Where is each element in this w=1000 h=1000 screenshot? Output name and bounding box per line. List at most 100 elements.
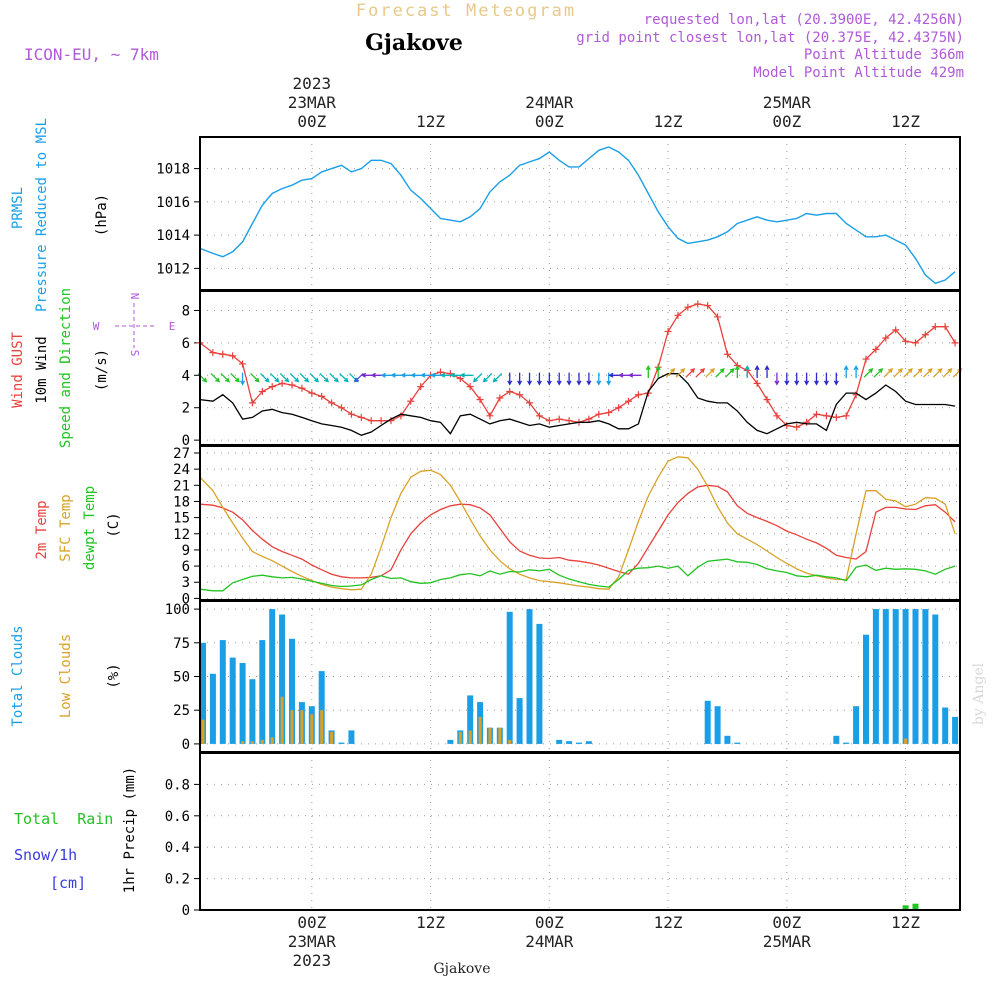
panel-precip: 0 0.2 0.4 0.6 0.8 [165, 752, 961, 919]
gust-marker [813, 410, 821, 418]
gust-marker [664, 328, 672, 336]
wind-direction-arrow [220, 372, 231, 383]
y-tick-label: 75 [173, 636, 190, 652]
gust-marker [446, 370, 454, 378]
wind-direction-arrow [744, 364, 750, 378]
gust-marker [436, 368, 444, 376]
y-tick-label: 0.2 [165, 872, 190, 888]
wind-direction-arrow [250, 372, 260, 383]
temp-unit: (C) [106, 512, 122, 537]
pressure-panel-labels: PRMSL Pressure Reduced to MSL (hPa) [10, 118, 110, 312]
wind-direction-arrow [319, 372, 329, 383]
panels: 1012101410161018024680369121518212427025… [156, 136, 963, 919]
wind-direction-arrow [913, 368, 923, 378]
wind-direction-arrow [942, 368, 953, 378]
gust-marker [842, 412, 850, 420]
wind-direction-arrow [734, 364, 740, 378]
wind-direction-arrow [645, 364, 651, 378]
wind-unit: (m/s) [94, 349, 110, 391]
gust-marker [911, 339, 919, 347]
y-tick-label: 9 [182, 543, 190, 559]
series-wind-gust [199, 303, 956, 428]
series-10m-wind [199, 373, 956, 437]
y-tick-label: 0 [182, 737, 190, 753]
temp-label-sfc: SFC Temp [58, 494, 74, 561]
gust-marker [476, 396, 484, 404]
y-tick-label: 15 [173, 511, 190, 527]
series-sfc-temp [199, 456, 956, 591]
gust-marker [377, 417, 385, 425]
gust-marker [219, 350, 227, 358]
bar-total-clouds [249, 679, 256, 744]
compass-rose: W E N S [93, 293, 176, 357]
wind-direction-arrow [903, 368, 913, 378]
bottom-time-label: 00Z [297, 913, 326, 932]
wind-direction-arrow [873, 368, 884, 378]
gust-marker [902, 337, 910, 345]
gust-marker [773, 412, 781, 420]
wind-direction-arrow [823, 372, 829, 386]
y-tick-label: 3 [182, 575, 190, 591]
wind-direction-arrow [289, 372, 300, 383]
bar-total-clouds [734, 742, 741, 744]
gust-marker [753, 379, 761, 387]
wind-direction-arrow [517, 372, 523, 386]
bar-low-clouds [468, 730, 472, 744]
wind-direction-arrow [536, 372, 542, 386]
bottom-time-label: 25MAR [763, 932, 812, 951]
wind-direction-arrow [754, 364, 760, 378]
wind-direction-arrow [764, 364, 770, 378]
gust-marker [535, 412, 543, 420]
gust-marker [328, 399, 336, 407]
gust-marker [456, 375, 464, 383]
y-tick-label: 0.6 [165, 809, 190, 825]
panel-frame [199, 136, 961, 291]
wind-direction-arrow [210, 372, 221, 383]
bar-total-clouds [704, 700, 711, 744]
bar-low-clouds [201, 719, 205, 744]
wind-direction-arrow [628, 372, 642, 378]
gust-marker [892, 326, 900, 334]
gust-marker [951, 339, 959, 347]
gust-marker [288, 381, 296, 389]
wind-direction-arrow [240, 372, 246, 386]
gust-marker [357, 413, 365, 421]
bar-total-clouds [902, 609, 909, 744]
bar-total-clouds [585, 741, 592, 744]
gust-marker [526, 399, 534, 407]
wind-label-gust: Wind GUST [10, 332, 26, 408]
gust-marker [704, 302, 712, 310]
wind-direction-arrow [596, 372, 602, 386]
wind-direction-arrow [527, 372, 533, 386]
bottom-time-label: 12Z [654, 913, 683, 932]
bar-total-clouds [882, 609, 889, 744]
wind-direction-arrow [586, 372, 592, 386]
wind-direction-arrow [492, 372, 503, 383]
wind-direction-arrow [833, 372, 839, 386]
wind-direction-arrow [725, 368, 735, 378]
y-tick-label: 0.8 [165, 777, 190, 793]
gust-marker [674, 311, 682, 319]
bar-low-clouds [904, 738, 908, 744]
gust-marker [763, 396, 771, 404]
bar-low-clouds [508, 739, 512, 744]
wind-direction-arrow [230, 372, 240, 383]
gust-marker [407, 397, 415, 405]
wind-direction-arrow [655, 364, 661, 378]
top-time-label: 2023 [293, 74, 332, 93]
bar-total-clouds [467, 695, 474, 744]
footer-location: Gjakove [434, 961, 491, 977]
bar-total-clouds [526, 609, 533, 744]
gust-marker [832, 413, 840, 421]
top-time-label: 12Z [416, 112, 445, 131]
bar-low-clouds [290, 710, 294, 744]
bottom-time-label: 2023 [293, 951, 332, 970]
bar-total-clouds [942, 707, 949, 744]
wind-label-10m: 10m Wind [34, 336, 50, 403]
wind-direction-arrow [546, 372, 552, 386]
wind-direction-arrow [279, 372, 290, 383]
gust-marker [684, 303, 692, 311]
